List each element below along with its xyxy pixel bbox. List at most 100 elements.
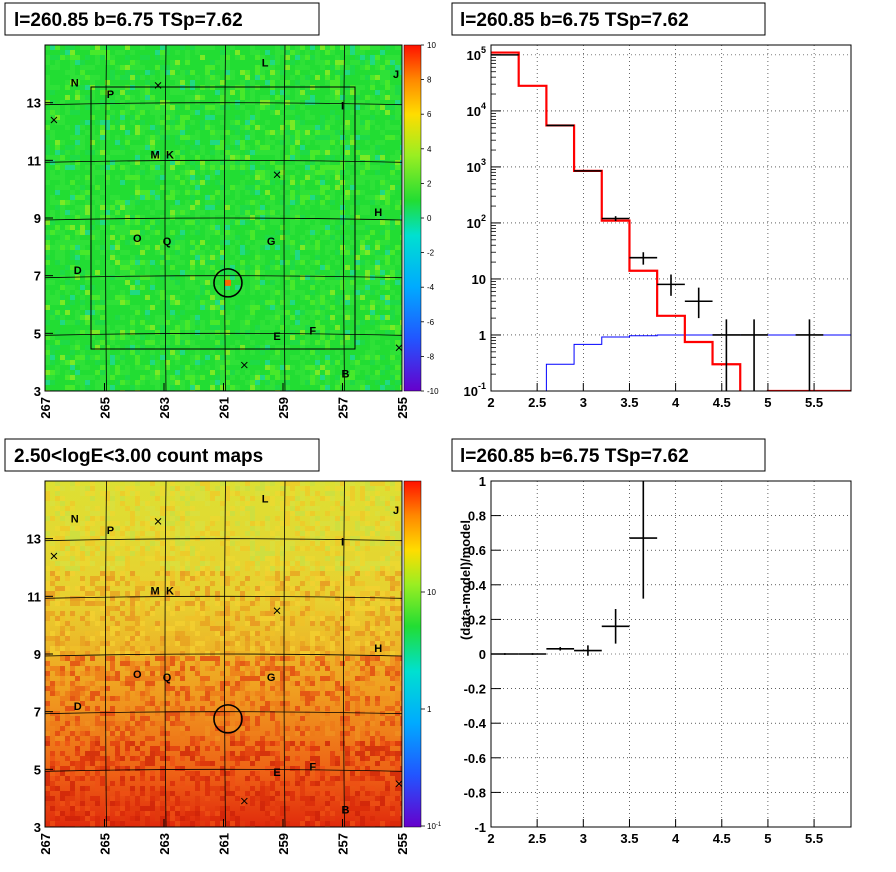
latitude-line — [45, 768, 402, 772]
latitude-line — [45, 653, 402, 657]
spectrum-title: l=260.85 b=6.75 TSp=7.62 — [460, 10, 689, 31]
y-tick-label: -0.4 — [464, 716, 487, 731]
y-tick-label: 11 — [27, 153, 41, 168]
colorbar-tick-label: 10 — [427, 588, 436, 597]
colorbar-tick-label: 1 — [427, 705, 432, 714]
y-tick-label: 11 — [27, 589, 41, 604]
residual-map-title-box — [4, 2, 320, 36]
y-tick-label: 9 — [34, 647, 41, 662]
longitude-line — [105, 45, 107, 391]
source-label-l: L — [262, 493, 269, 505]
source-label-j: J — [393, 505, 399, 517]
spectrum-data-point — [740, 319, 768, 391]
y-tick-label: 13 — [27, 96, 41, 111]
x-tick-label: 4 — [672, 395, 680, 410]
x-tick-label: 267 — [38, 397, 53, 419]
y-tick-label: -0.2 — [464, 682, 486, 697]
ratio-panel: 2 2.5 3 3.5 4 4.5 5 5.5 1 0.8 0.6 0.4 0.2 0 -0.2 -0.4 -… — [451, 438, 852, 846]
x-tick-label: 2.5 — [528, 831, 546, 846]
x-tick-label: 2 — [487, 831, 494, 846]
y-tick-label: 0.8 — [468, 509, 486, 524]
source-label-e: E — [273, 767, 280, 779]
source-cross — [395, 344, 403, 352]
source-label-b: B — [341, 369, 349, 381]
y-tick-label: 3 — [34, 384, 41, 399]
source-cross — [50, 116, 58, 124]
source-label-n: N — [71, 513, 79, 525]
x-tick-label: 5 — [764, 831, 771, 846]
colorbar-tick-label: -8 — [427, 352, 435, 361]
x-tick-label: 257 — [336, 833, 351, 855]
longitude-line — [343, 481, 345, 827]
count-colorbar — [403, 480, 422, 828]
colorbar-tick-label: 0 — [427, 214, 432, 223]
x-tick-label: 265 — [98, 833, 113, 855]
source-cross — [50, 552, 58, 560]
spectrum-x-ticks: 2 2.5 3 3.5 4 4.5 5 5.5 — [487, 383, 823, 410]
x-tick-label: 3.5 — [620, 395, 638, 410]
residual-map-y-ticks: 3 5 7 9 11 13 — [27, 96, 53, 399]
spectrum-data-point — [684, 287, 713, 319]
source-label-n: N — [71, 77, 79, 89]
source-label-m: M — [150, 586, 159, 598]
source-label-o: O — [133, 233, 142, 245]
source-cross — [273, 171, 281, 179]
residual-colorbar-ticks: 10 8 6 4 2 0 -2 -4 -6 -8 -10 — [421, 41, 439, 396]
source-cross — [154, 518, 162, 525]
spectrum-data-point — [657, 274, 685, 296]
source-label-e: E — [273, 331, 280, 343]
x-tick-label: 3 — [580, 831, 587, 846]
ratio-data-point — [546, 647, 575, 651]
longitude-line — [105, 481, 107, 827]
y-tick-label: 0.2 — [468, 612, 486, 627]
ratio-y-ticks: 1 0.8 0.6 0.4 0.2 0 -0.2 -0.4 -0.6 -0.8 -1 — [464, 474, 501, 835]
ratio-title-box — [451, 438, 766, 472]
y-tick-label: 3 — [34, 820, 41, 835]
source-label-f: F — [309, 325, 316, 337]
source-label-m: M — [150, 150, 159, 162]
y-tick-label: 1 — [479, 474, 486, 489]
y-tick-label: -0.6 — [464, 751, 486, 766]
y-tick-label: 9 — [34, 211, 41, 226]
x-tick-label: 261 — [217, 397, 232, 419]
y-tick-label: -1 — [474, 820, 486, 835]
ratio-y-axis-label: (data-model)/model — [458, 520, 473, 640]
longitude-line — [343, 45, 345, 391]
x-tick-label: 4.5 — [713, 395, 731, 410]
y-tick-label: 104 — [467, 101, 486, 119]
latitude-line — [45, 595, 402, 599]
count-map-pixels — [45, 481, 402, 827]
count-map-y-ticks: 3 5 7 9 11 13 — [27, 532, 53, 835]
x-tick-label: 5 — [764, 395, 771, 410]
x-tick-label: 5.5 — [805, 831, 823, 846]
colorbar-tick-label: -4 — [427, 283, 435, 292]
y-tick-label: 103 — [467, 157, 486, 175]
spectrum-data-point — [712, 319, 741, 391]
x-tick-label: 3.5 — [620, 831, 638, 846]
x-tick-label: 2 — [487, 395, 494, 410]
y-tick-label: 105 — [467, 45, 486, 63]
source-cross — [240, 797, 248, 805]
colorbar-tick-label: 4 — [427, 145, 432, 154]
source-label-o: O — [133, 669, 142, 681]
y-tick-label: 0.6 — [468, 543, 486, 558]
ratio-data-point — [574, 645, 602, 656]
source-label-d: D — [74, 265, 82, 277]
spectrum-frame — [490, 44, 852, 392]
y-tick-label: -0.8 — [464, 785, 486, 800]
x-tick-label: 267 — [38, 833, 53, 855]
x-tick-label: 2.5 — [528, 395, 546, 410]
count-map-panel: L J N P I M K H O Q G D E F B 267 265 263 261 259 257 255 3 5… — [4, 438, 442, 855]
x-tick-label: 259 — [276, 397, 291, 419]
residual-map-title: l=260.85 b=6.75 TSp=7.62 — [14, 10, 243, 31]
colorbar-tick-label: -2 — [427, 249, 435, 258]
ratio-title: l=260.85 b=6.75 TSp=7.62 — [460, 446, 689, 467]
spectrum-data-point — [795, 319, 824, 391]
source-label-b: B — [341, 805, 349, 817]
source-cross — [395, 780, 403, 788]
source-label-p: P — [107, 525, 114, 537]
y-tick-label: 1 — [479, 328, 486, 343]
source-label-q: Q — [163, 236, 172, 248]
x-tick-label: 265 — [98, 397, 113, 419]
colorbar-tick-label: 8 — [427, 76, 432, 85]
